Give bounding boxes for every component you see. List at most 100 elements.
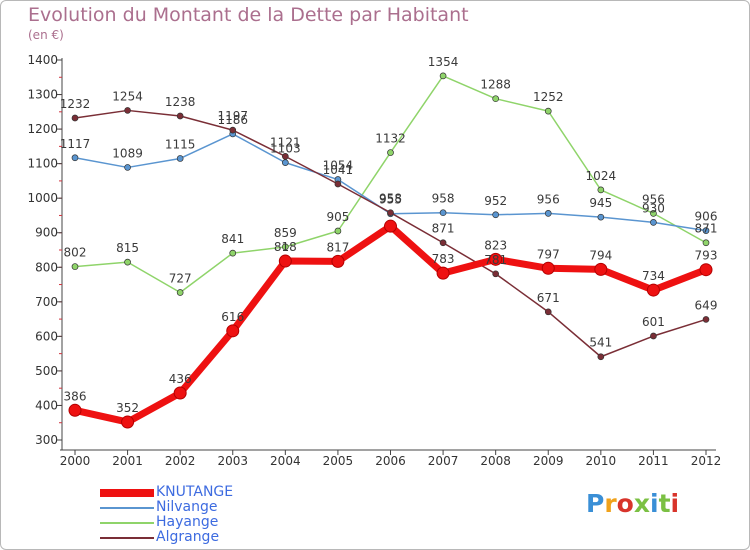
x-tick-label: 2011 bbox=[638, 454, 669, 468]
chart-title: Evolution du Montant de la Dette par Hab… bbox=[28, 4, 469, 26]
data-label-nilvange: 1186 bbox=[217, 113, 248, 127]
chart-series bbox=[68, 72, 713, 429]
data-label-knutange: 793 bbox=[695, 249, 718, 263]
logo-letter: x bbox=[633, 489, 650, 518]
data-point-nilvange bbox=[71, 154, 79, 162]
y-tick-label: 400 bbox=[35, 398, 58, 412]
data-point-nilvange bbox=[544, 210, 552, 217]
data-point-nilvange bbox=[176, 155, 184, 162]
data-point-knutange bbox=[489, 252, 503, 266]
data-point-knutange bbox=[594, 262, 608, 276]
data-point-hayange bbox=[702, 239, 710, 247]
data-point-knutange bbox=[226, 324, 240, 338]
legend-swatch-hayange bbox=[100, 522, 154, 524]
legend-label-nilvange: Nilvange bbox=[156, 499, 218, 515]
data-label-hayange: 1252 bbox=[533, 90, 564, 104]
data-label-nilvange: 952 bbox=[484, 194, 507, 208]
data-label-knutange: 823 bbox=[484, 238, 507, 252]
y-tick-label: 1400 bbox=[27, 53, 58, 67]
data-point-knutange bbox=[436, 266, 450, 280]
data-label-knutange: 797 bbox=[537, 247, 560, 261]
x-tick-label: 2002 bbox=[165, 454, 196, 468]
data-label-algrange: 1121 bbox=[270, 135, 301, 149]
data-label-algrange: 958 bbox=[379, 192, 402, 206]
data-point-knutange bbox=[646, 283, 660, 297]
data-point-knutange bbox=[331, 254, 345, 268]
data-point-algrange bbox=[229, 126, 237, 134]
y-tick-label: 600 bbox=[35, 329, 58, 343]
logo-letter: P bbox=[586, 489, 605, 518]
y-tick-label: 1000 bbox=[27, 191, 58, 205]
data-label-nilvange: 955 bbox=[379, 193, 402, 207]
chart-data-labels: 386 352 436 616 818 817 783 823 797 794 734 793 1117… bbox=[60, 55, 718, 415]
x-tick-label: 2005 bbox=[323, 454, 354, 468]
data-point-knutange bbox=[173, 386, 187, 400]
legend-label-knutange: KNUTANGE bbox=[156, 484, 234, 500]
data-label-knutange: 817 bbox=[326, 240, 349, 254]
legend-swatch-algrange bbox=[100, 537, 154, 539]
data-label-nilvange: 906 bbox=[695, 210, 718, 224]
data-label-nilvange: 1117 bbox=[60, 137, 91, 151]
data-label-algrange: 1254 bbox=[112, 89, 143, 103]
x-tick-label: 2008 bbox=[480, 454, 511, 468]
data-label-algrange: 649 bbox=[695, 298, 718, 312]
data-label-hayange: 956 bbox=[642, 192, 665, 206]
data-label-knutange: 386 bbox=[64, 389, 87, 403]
data-point-hayange bbox=[176, 289, 184, 296]
logo-letter: t bbox=[658, 489, 671, 518]
data-label-hayange: 1132 bbox=[375, 132, 406, 146]
data-point-algrange bbox=[71, 114, 79, 122]
data-point-algrange bbox=[544, 308, 552, 316]
data-point-knutange bbox=[541, 261, 555, 275]
data-point-algrange bbox=[176, 112, 184, 120]
data-point-hayange bbox=[124, 258, 131, 266]
data-label-hayange: 1354 bbox=[428, 55, 459, 69]
data-point-hayange bbox=[387, 149, 394, 156]
x-tick-label: 2006 bbox=[375, 454, 406, 468]
data-label-nilvange: 1089 bbox=[112, 146, 143, 160]
data-label-nilvange: 958 bbox=[432, 192, 455, 206]
data-label-knutange: 616 bbox=[221, 310, 244, 324]
data-point-algrange bbox=[334, 180, 342, 188]
y-tick-label: 1200 bbox=[27, 122, 58, 136]
data-label-algrange: 1232 bbox=[60, 97, 91, 111]
data-point-hayange bbox=[650, 210, 657, 217]
data-label-algrange: 781 bbox=[484, 253, 507, 267]
data-point-knutange bbox=[68, 403, 82, 417]
y-tick-label: 1100 bbox=[27, 157, 58, 171]
data-label-nilvange: 1103 bbox=[270, 142, 301, 156]
data-label-hayange: 871 bbox=[695, 222, 718, 236]
legend-swatch-nilvange bbox=[100, 507, 154, 509]
data-label-algrange: 601 bbox=[642, 315, 665, 329]
chart-axes: 300 400 500 600 700 800 900 1000 1100 1200 1300 140… bbox=[27, 53, 721, 468]
data-point-knutange bbox=[121, 415, 135, 429]
data-point-nilvange bbox=[597, 213, 605, 221]
data-point-algrange bbox=[650, 332, 657, 340]
data-label-nilvange: 1115 bbox=[165, 137, 196, 151]
y-tick-label: 800 bbox=[35, 260, 58, 274]
data-label-knutange: 794 bbox=[589, 248, 612, 262]
data-label-nilvange: 930 bbox=[642, 201, 665, 215]
data-point-algrange bbox=[492, 270, 500, 278]
x-tick-label: 2003 bbox=[217, 454, 248, 468]
data-label-hayange: 859 bbox=[274, 226, 297, 240]
x-tick-label: 2009 bbox=[533, 454, 564, 468]
data-label-algrange: 1238 bbox=[165, 95, 196, 109]
data-point-knutange bbox=[699, 263, 713, 277]
data-point-knutange bbox=[384, 219, 397, 233]
data-point-algrange bbox=[597, 353, 605, 361]
legend-label-hayange: Hayange bbox=[156, 514, 219, 530]
data-label-hayange: 905 bbox=[326, 210, 349, 224]
data-label-knutange: 818 bbox=[274, 240, 297, 254]
data-label-knutange: 352 bbox=[116, 401, 139, 415]
data-point-algrange bbox=[439, 239, 447, 247]
data-point-knutange bbox=[278, 254, 292, 268]
data-point-algrange bbox=[387, 209, 394, 217]
logo-letter: o bbox=[616, 489, 634, 518]
x-tick-label: 2000 bbox=[60, 454, 91, 468]
data-point-nilvange bbox=[492, 211, 500, 219]
legend-swatch-knutange bbox=[100, 489, 154, 497]
legend-label-algrange: Algrange bbox=[156, 529, 220, 545]
data-point-nilvange bbox=[702, 227, 710, 235]
